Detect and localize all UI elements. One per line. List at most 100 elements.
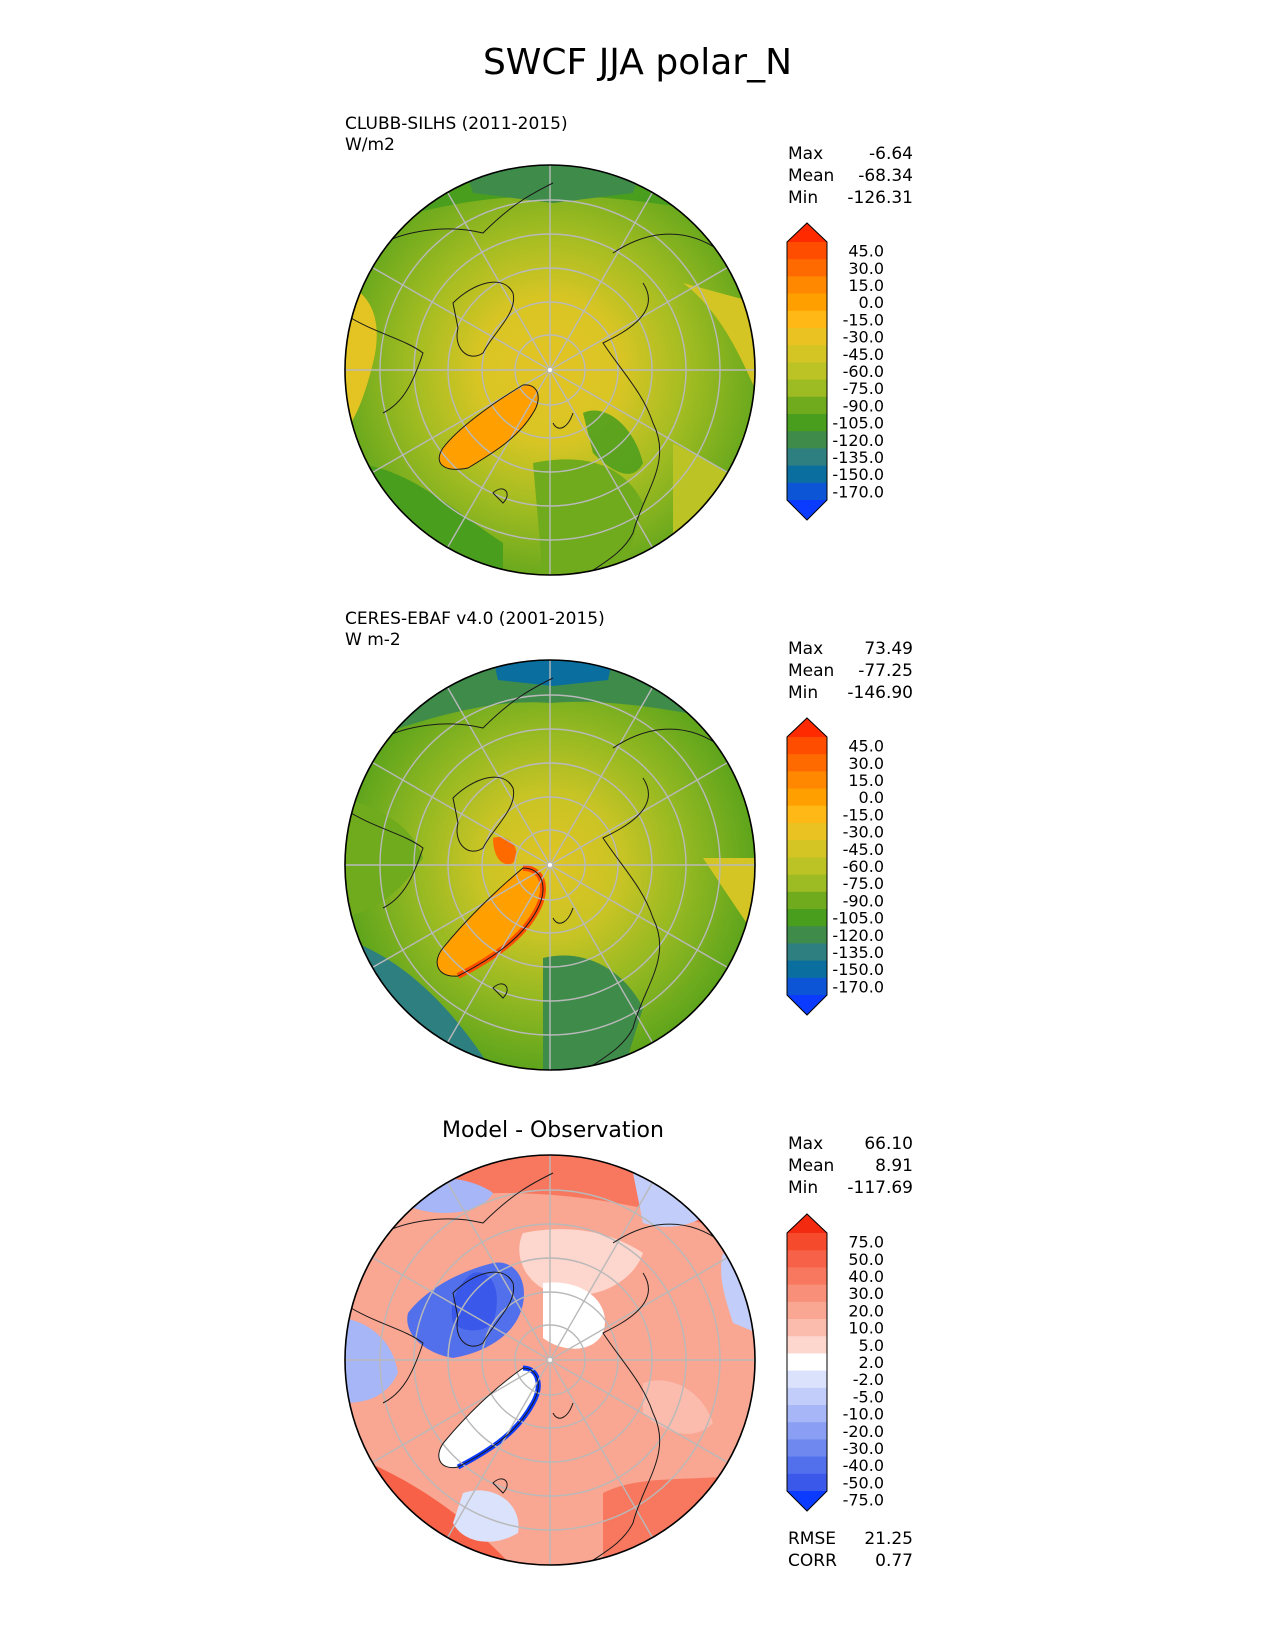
colorbar-tick-label: 30.0: [848, 754, 884, 773]
colorbar-tick-label: -75.0: [843, 1491, 884, 1510]
mean-value: 8.91: [875, 1156, 913, 1176]
colorbar-tick-label: 15.0: [848, 771, 884, 790]
colorbar-segment: [787, 1456, 827, 1475]
colorbar-segment: [787, 788, 827, 807]
colorbar-tick-label: -60.0: [843, 362, 884, 381]
colorbar-tick-label: 45.0: [848, 737, 884, 756]
colorbar-tick-label: -2.0: [853, 1370, 884, 1389]
colorbar-tick-label: 5.0: [859, 1336, 884, 1355]
colorbar-segment: [787, 1422, 827, 1440]
colorbar-tick-label: 0.0: [859, 293, 884, 312]
mean-label: Mean: [788, 661, 835, 681]
colorbar-segment: [787, 1353, 827, 1372]
panel-1-colorbar: 45.030.015.00.0-15.0-30.0-45.0-60.0-75.0…: [786, 222, 884, 521]
colorbar-tick-label: -120.0: [832, 431, 884, 450]
panel-1-case-label: CLUBB-SILHS (2011-2015): [345, 114, 568, 134]
colorbar-segment: [787, 840, 827, 858]
colorbar-segment: [787, 276, 827, 295]
colorbar-tick-label: 20.0: [848, 1301, 884, 1320]
colorbar-segment: [787, 1387, 827, 1406]
colorbar-segment: [787, 857, 827, 876]
min-value: -126.31: [847, 188, 913, 208]
colorbar-outline: [786, 717, 828, 1016]
min-label: Min: [788, 683, 819, 703]
colorbar-tick-label: 15.0: [848, 276, 884, 295]
colorbar-segment: [787, 1439, 827, 1458]
colorbar-segment: [787, 1336, 827, 1354]
colorbar-outline: [786, 222, 828, 521]
colorbar-segment: [787, 891, 827, 910]
colorbar-segment: [787, 1233, 827, 1251]
mean-label: Mean: [788, 1156, 835, 1176]
mean-label: Mean: [788, 166, 835, 186]
rmse-value: 21.25: [864, 1529, 913, 1549]
colorbar-segment: [787, 823, 827, 841]
panel-1-polar-map: [344, 164, 756, 576]
colorbar-tick-label: 0.0: [859, 788, 884, 807]
colorbar-tick-label: -40.0: [843, 1456, 884, 1475]
colorbar-segment: [787, 293, 827, 312]
colorbar-tick-label: -20.0: [843, 1422, 884, 1441]
colorbar-segment: [787, 1284, 827, 1303]
max-value: -6.64: [869, 144, 913, 164]
colorbar-segment: [787, 771, 827, 790]
colorbar-tick-label: 45.0: [848, 242, 884, 261]
colorbar-tick-label: -105.0: [832, 909, 884, 928]
colorbar-segment: [787, 448, 827, 467]
colorbar-tick-label: -10.0: [843, 1405, 884, 1424]
panel-1-coastlines: [345, 182, 724, 575]
colorbar-segment: [787, 465, 827, 484]
colorbar-extend-top: [787, 1214, 827, 1233]
corr-value: 0.77: [875, 1551, 913, 1571]
colorbar-tick-label: -15.0: [843, 310, 884, 329]
colorbar-tick-label: -30.0: [843, 823, 884, 842]
colorbar-segment: [787, 977, 827, 996]
colorbar-segment: [787, 379, 827, 398]
min-label: Min: [788, 1178, 819, 1198]
colorbar-segment: [787, 310, 827, 329]
max-label: Max: [788, 639, 824, 659]
colorbar-outline: [786, 1213, 828, 1512]
colorbar-tick-label: 50.0: [848, 1250, 884, 1269]
colorbar-tick-label: -45.0: [843, 840, 884, 859]
colorbar-segment: [787, 345, 827, 363]
colorbar-extend-bottom: [787, 500, 827, 520]
colorbar-segment: [787, 805, 827, 824]
mean-value: -68.34: [858, 166, 913, 186]
colorbar-segment: [787, 1473, 827, 1492]
colorbar-extend-top: [787, 718, 827, 737]
mean-value: -77.25: [858, 661, 913, 681]
panel-1-stats: Max -6.64 Mean -68.34 Min -126.31: [788, 143, 913, 209]
max-label: Max: [788, 144, 824, 164]
colorbar-tick-label: -105.0: [832, 414, 884, 433]
max-value: 66.10: [864, 1134, 913, 1154]
colorbar-tick-label: -50.0: [843, 1473, 884, 1492]
colorbar-segment: [787, 431, 827, 449]
panel-2-polar-map: [344, 659, 756, 1071]
panel-2-units-label: W m-2: [345, 630, 401, 650]
colorbar-tick-label: -170.0: [832, 482, 884, 501]
panel-3-metrics: RMSE 21.25 CORR 0.77: [788, 1528, 913, 1572]
colorbar-tick-label: -30.0: [843, 1439, 884, 1458]
corr-label: CORR: [788, 1551, 837, 1571]
colorbar-segment: [787, 1319, 827, 1337]
panel-3-title: Model - Observation: [442, 1118, 664, 1143]
colorbar-segment: [787, 1370, 827, 1389]
colorbar-tick-label: 30.0: [848, 259, 884, 278]
colorbar-tick-label: -90.0: [843, 396, 884, 415]
colorbar-tick-label: -5.0: [853, 1387, 884, 1406]
panel-3-stats: Max 66.10 Mean 8.91 Min -117.69: [788, 1133, 913, 1199]
colorbar-tick-label: -15.0: [843, 805, 884, 824]
colorbar-segment: [787, 960, 827, 979]
colorbar-tick-label: -30.0: [843, 328, 884, 347]
colorbar-segment: [787, 1405, 827, 1423]
colorbar-segment: [787, 1301, 827, 1320]
colorbar-segment: [787, 1267, 827, 1286]
colorbar-segment: [787, 909, 827, 927]
colorbar-tick-label: -135.0: [832, 448, 884, 467]
panel-2-case-label: CERES-EBAF v4.0 (2001-2015): [345, 609, 605, 629]
colorbar-tick-label: -75.0: [843, 874, 884, 893]
colorbar-extend-bottom: [787, 1491, 827, 1511]
colorbar-tick-label: -120.0: [832, 926, 884, 945]
max-label: Max: [788, 1134, 824, 1154]
